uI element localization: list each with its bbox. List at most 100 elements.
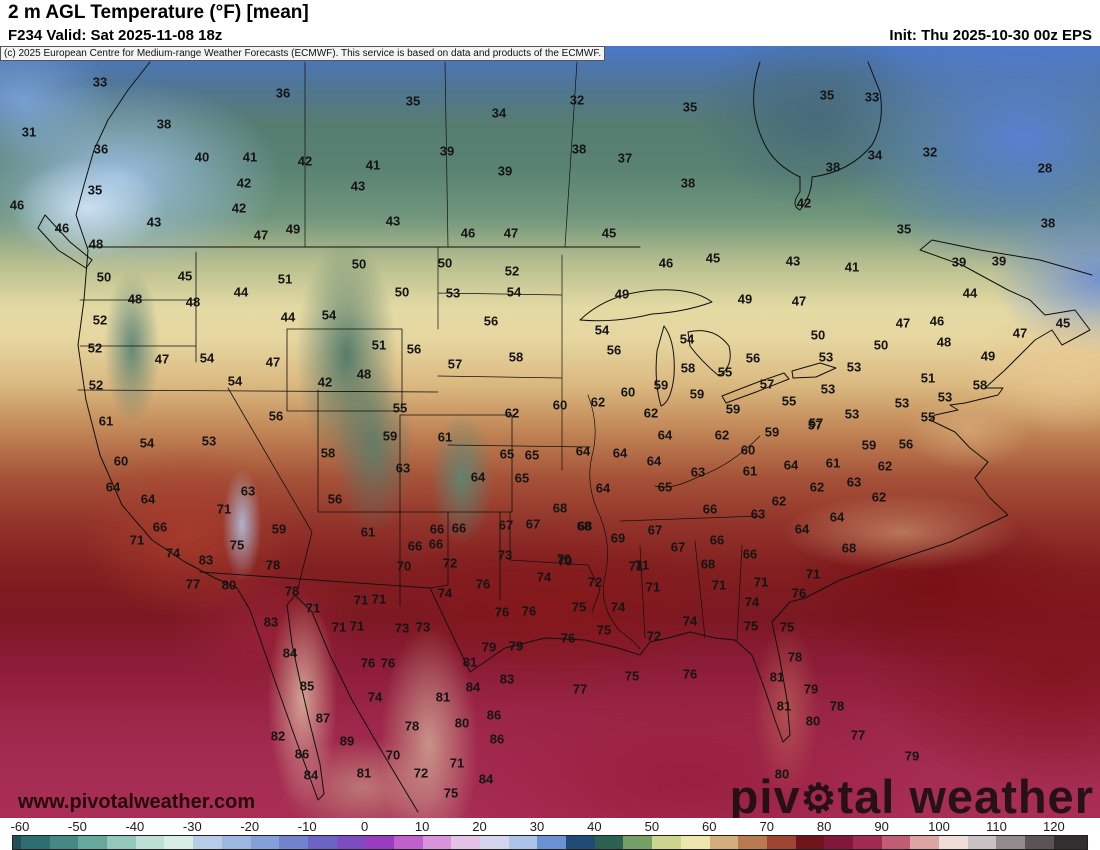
- temp-label: 72: [413, 765, 429, 781]
- temp-label: 84: [478, 771, 494, 787]
- temp-label: 48: [88, 236, 104, 252]
- temp-label: 48: [356, 366, 372, 382]
- temp-label: 50: [873, 337, 889, 353]
- temp-label: 71: [305, 600, 321, 616]
- temp-label: 43: [146, 214, 162, 230]
- colorbar-tick-label: 60: [702, 819, 717, 834]
- colorbar-segment: [852, 836, 882, 849]
- temp-label: 53: [937, 389, 953, 405]
- temp-label: 70: [385, 747, 401, 763]
- temp-label: 38: [680, 175, 696, 191]
- temp-label: 46: [9, 197, 25, 213]
- temp-label: 34: [491, 105, 507, 121]
- temp-label: 80: [805, 713, 821, 729]
- temp-label: 75: [229, 537, 245, 553]
- temp-label: 63: [750, 506, 766, 522]
- map-header: 2 m AGL Temperature (°F) [mean] F234 Val…: [0, 0, 1100, 46]
- colorbar-segment: [21, 836, 50, 849]
- temp-label: 74: [437, 585, 453, 601]
- temp-label: 44: [233, 284, 249, 300]
- temp-label: 46: [929, 313, 945, 329]
- temp-label: 54: [594, 322, 610, 338]
- colorbar-tick-label: 40: [587, 819, 602, 834]
- temp-label: 33: [92, 74, 108, 90]
- colorbar-tick-label: 30: [529, 819, 545, 834]
- temp-label: 46: [658, 255, 674, 271]
- temp-label: 56: [327, 491, 343, 507]
- colorbar-tick-label: -40: [125, 819, 145, 834]
- temp-label: 63: [240, 483, 256, 499]
- temp-label: 83: [263, 614, 279, 630]
- temp-label: 42: [231, 200, 247, 216]
- colorbar-segment: [78, 836, 108, 849]
- temp-label: 57: [807, 417, 823, 433]
- colorbar-segment: [13, 836, 21, 849]
- temp-label: 36: [93, 141, 109, 157]
- colorbar-segment: [221, 836, 251, 849]
- page-title: 2 m AGL Temperature (°F) [mean]: [8, 2, 309, 23]
- temp-label: 77: [572, 681, 588, 697]
- temp-label: 76: [682, 666, 698, 682]
- temp-label: 59: [653, 377, 669, 393]
- map-borders: [37, 61, 1093, 813]
- colorbar-segment: [336, 836, 366, 849]
- temp-label: 74: [682, 613, 698, 629]
- colorbar-tick-label: 0: [361, 819, 369, 834]
- colorbar-segment: [537, 836, 567, 849]
- temp-label: 54: [679, 331, 695, 347]
- temp-label: 46: [460, 225, 476, 241]
- colorbar-segment: [49, 836, 79, 849]
- temp-label: 62: [871, 489, 887, 505]
- colorbar-segment: [451, 836, 480, 849]
- colorbar-tick-label: 50: [644, 819, 660, 834]
- temp-label: 80: [221, 577, 237, 593]
- temp-label: 69: [610, 530, 626, 546]
- temp-label: 71: [129, 532, 145, 548]
- temp-label: 62: [809, 479, 825, 495]
- temp-label: 35: [896, 221, 912, 237]
- temp-label: 74: [367, 689, 383, 705]
- temp-label: 61: [360, 524, 376, 540]
- colorbar-segment: [881, 836, 911, 849]
- colorbar-tick-label: 70: [759, 819, 774, 834]
- temp-label: 75: [596, 622, 612, 638]
- map-canvas[interactable]: 33 36 35 34 32 35 35 33 32 28 31 38 36 40 41 42 41 39 39 38…: [0, 46, 1100, 818]
- temp-label: 66: [451, 520, 467, 536]
- colorbar-segment: [795, 836, 825, 849]
- temp-label: 74: [536, 569, 552, 585]
- temp-label: 53: [818, 349, 834, 365]
- temp-label: 82: [270, 728, 286, 744]
- temp-label: 80: [454, 715, 470, 731]
- temp-label: 60: [740, 442, 756, 458]
- temp-label: 56: [606, 342, 622, 358]
- temp-label: 45: [705, 250, 721, 266]
- temp-label: 48: [185, 294, 201, 310]
- temp-label: 78: [404, 718, 420, 734]
- temp-label: 71: [216, 501, 232, 517]
- temp-label: 62: [714, 427, 730, 443]
- temp-label: 45: [177, 268, 193, 284]
- temp-label: 59: [861, 437, 877, 453]
- temp-label: 56: [268, 408, 284, 424]
- temp-label: 72: [587, 574, 603, 590]
- colorbar-tick-label: -60: [10, 819, 30, 834]
- temp-label: 53: [820, 381, 836, 397]
- colorbar-tick-label: 20: [472, 819, 487, 834]
- gear-icon: ⚙: [800, 777, 838, 818]
- temp-label: 49: [737, 291, 753, 307]
- temp-label: 76: [560, 630, 576, 646]
- temp-label: 68: [577, 518, 593, 534]
- colorbar-segment: [623, 836, 653, 849]
- temp-label: 59: [382, 428, 398, 444]
- temp-label: 73: [394, 620, 410, 636]
- temp-label: 45: [1055, 315, 1071, 331]
- temp-label: 70: [557, 553, 573, 569]
- temp-label: 42: [297, 153, 313, 169]
- colorbar-tick-label: 10: [414, 819, 430, 834]
- temp-label: 71: [349, 618, 365, 634]
- temp-label: 89: [339, 733, 355, 749]
- temp-label: 66: [702, 501, 718, 517]
- temp-label: 78: [787, 649, 803, 665]
- temp-label: 42: [317, 374, 333, 390]
- colorbar-segment: [566, 836, 595, 849]
